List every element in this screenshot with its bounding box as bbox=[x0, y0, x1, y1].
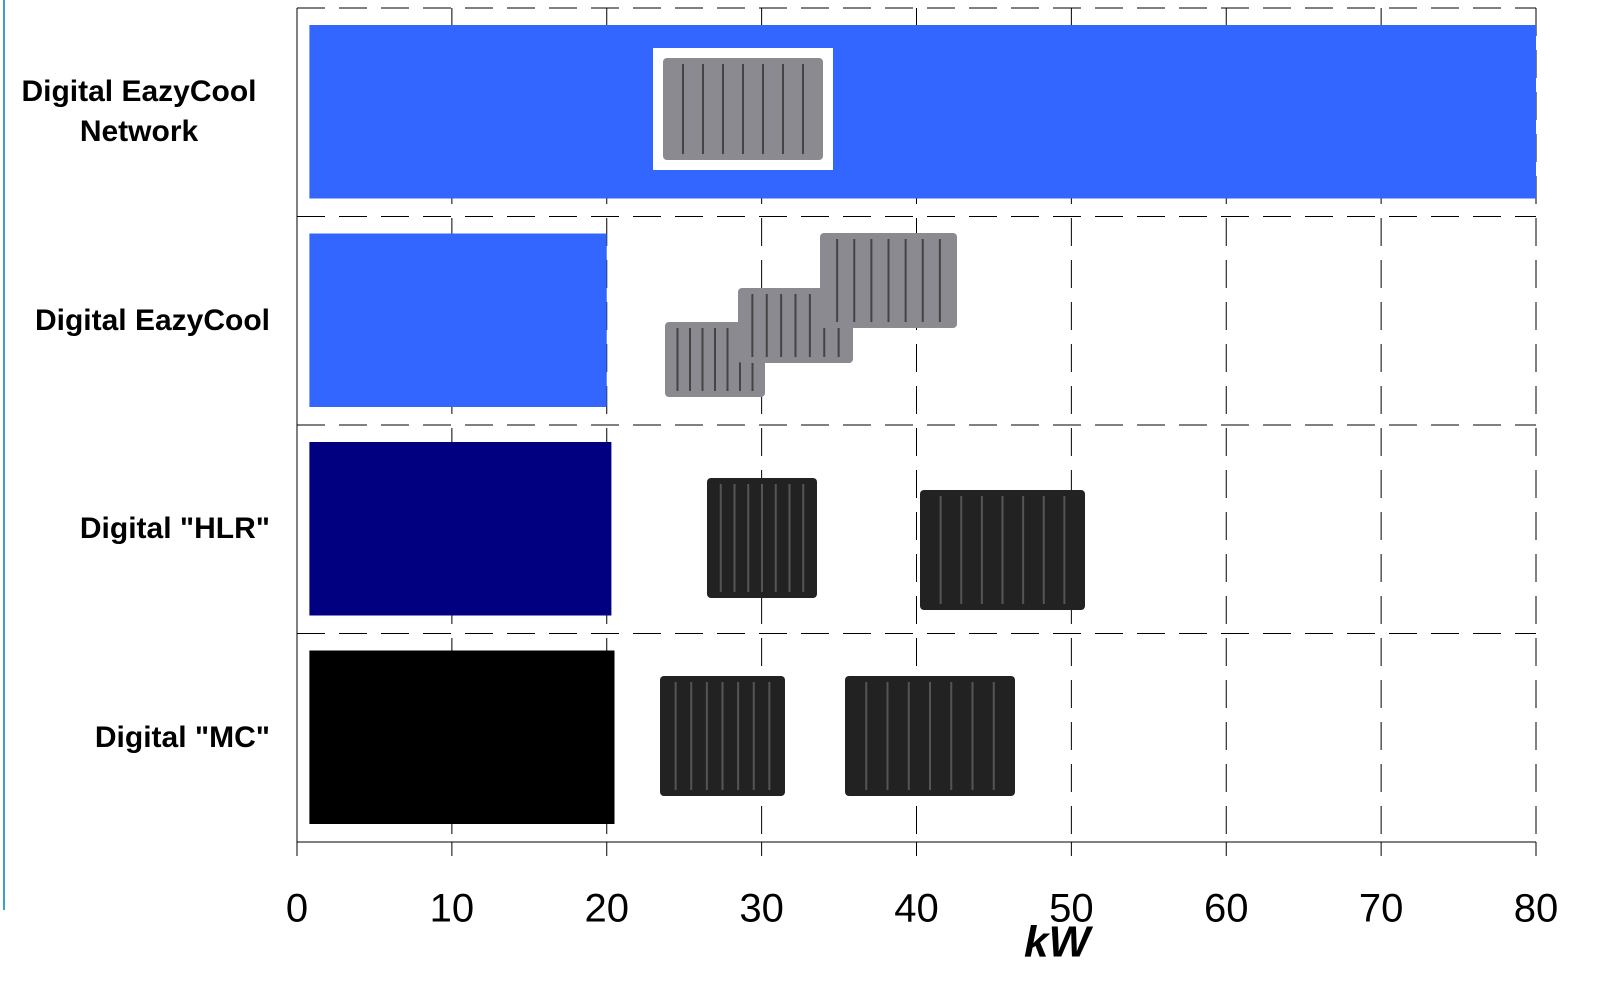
category-label-box: Digital EazyCool Network bbox=[0, 72, 270, 152]
x-tick-label: 40 bbox=[894, 887, 939, 931]
y-tick-label: Digital "HLR" bbox=[79, 512, 270, 546]
product-photo bbox=[920, 490, 1085, 610]
bar bbox=[309, 25, 1536, 199]
x-axis-label: kW bbox=[1024, 918, 1093, 967]
y-tick-label: Digital "MC" bbox=[94, 720, 270, 754]
product-photo bbox=[845, 676, 1015, 796]
category-label-box: Digital "MC" bbox=[0, 718, 270, 758]
x-tick-label: 20 bbox=[585, 887, 630, 931]
x-tick-label: 30 bbox=[739, 887, 784, 931]
bar bbox=[309, 442, 612, 616]
x-tick-label: 80 bbox=[1514, 887, 1559, 931]
y-tick-label: Digital EazyCool Network bbox=[21, 75, 257, 149]
bar bbox=[309, 233, 607, 407]
x-tick-label: 60 bbox=[1204, 887, 1249, 931]
product-photo bbox=[653, 48, 833, 170]
x-tick-label: 0 bbox=[286, 887, 308, 931]
product-photo bbox=[707, 478, 817, 598]
x-tick-label: 70 bbox=[1359, 887, 1404, 931]
product-photo bbox=[660, 676, 785, 796]
x-tick-label: 50 bbox=[1049, 887, 1094, 931]
bar bbox=[309, 650, 615, 824]
category-label-box: Digital EazyCool bbox=[0, 301, 270, 341]
product-photo bbox=[820, 233, 957, 328]
y-tick-label: Digital EazyCool bbox=[34, 303, 270, 337]
x-tick-label: 10 bbox=[430, 887, 475, 931]
category-label-box: Digital "HLR" bbox=[0, 509, 270, 549]
